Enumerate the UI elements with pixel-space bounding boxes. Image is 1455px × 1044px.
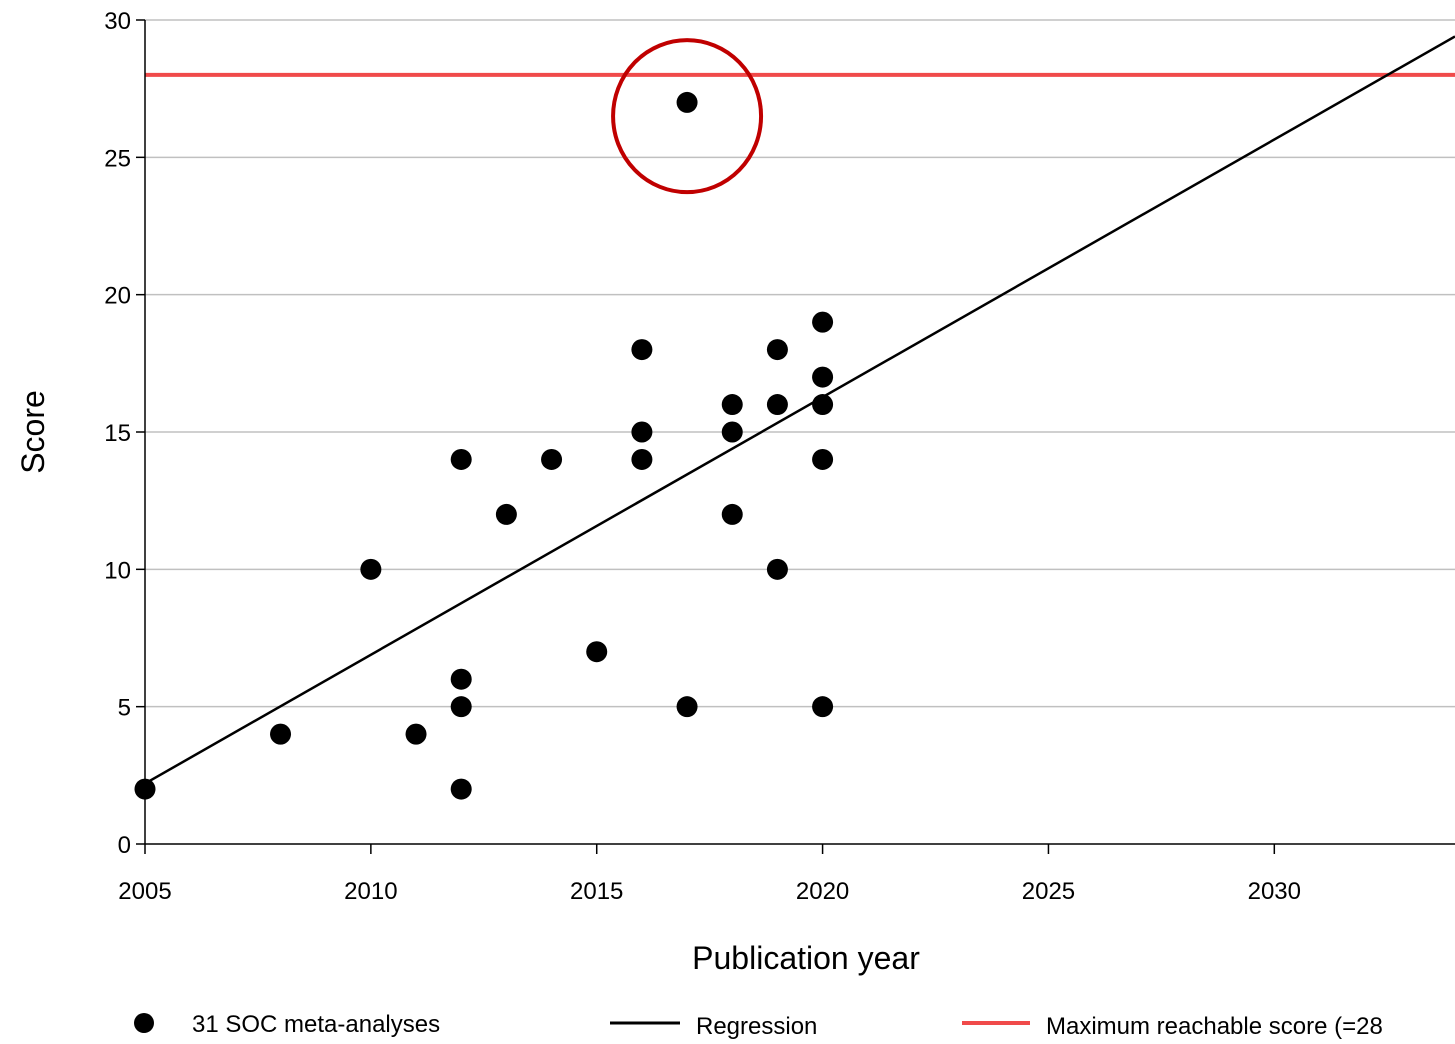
x-tick-label-2030: 2030	[1248, 878, 1301, 905]
annotations	[611, 38, 764, 195]
data-point	[812, 696, 834, 718]
highlight-circle	[611, 38, 764, 195]
y-tick-label-20: 20	[104, 283, 131, 310]
y-axis-title: Score	[15, 390, 51, 474]
data-point	[721, 503, 743, 525]
x-tick-label-2025: 2025	[1022, 878, 1075, 905]
y-tick-label-30: 30	[104, 8, 131, 35]
data-point	[812, 366, 834, 388]
data-point	[766, 394, 788, 416]
data-point	[450, 668, 472, 690]
legend-label-regression: Regression	[696, 1013, 817, 1040]
data-point	[676, 696, 698, 718]
data-point	[721, 394, 743, 416]
y-tick-label-5: 5	[118, 695, 131, 722]
x-tick-label-2010: 2010	[344, 878, 397, 905]
x-axis-title: Publication year	[692, 940, 920, 976]
y-tick-label-10: 10	[104, 557, 131, 584]
y-tick-label-15: 15	[104, 420, 131, 447]
data-points	[134, 91, 834, 800]
gridlines	[145, 19, 1455, 708]
data-point	[541, 448, 563, 470]
data-point	[812, 448, 834, 470]
data-point	[631, 448, 653, 470]
regression-line	[144, 35, 1455, 785]
legend: 31 SOC meta-analyses Regression Maximum …	[134, 1011, 1383, 1040]
data-point	[450, 696, 472, 718]
data-point	[450, 448, 472, 470]
data-point	[360, 558, 382, 580]
data-point	[812, 311, 834, 333]
legend-label-max: Maximum reachable score (=28	[1046, 1013, 1383, 1040]
x-tick-label-2015: 2015	[570, 878, 623, 905]
y-tick-label-0: 0	[118, 832, 131, 859]
data-point	[766, 558, 788, 580]
y-tick-label-25: 25	[104, 145, 131, 172]
data-point	[631, 421, 653, 443]
data-point	[495, 503, 517, 525]
data-point	[134, 778, 156, 800]
data-point	[270, 723, 292, 745]
regression-line-group	[144, 35, 1455, 785]
legend-marker-points	[134, 1013, 154, 1033]
data-point	[586, 641, 608, 663]
data-point	[450, 778, 472, 800]
data-point	[766, 339, 788, 361]
legend-label-points: 31 SOC meta-analyses	[192, 1011, 440, 1038]
data-point	[631, 339, 653, 361]
data-point	[405, 723, 427, 745]
data-point	[812, 394, 834, 416]
data-point	[676, 91, 698, 113]
data-point	[721, 421, 743, 443]
x-tick-label-2005: 2005	[118, 878, 171, 905]
x-tick-label-2020: 2020	[796, 878, 849, 905]
